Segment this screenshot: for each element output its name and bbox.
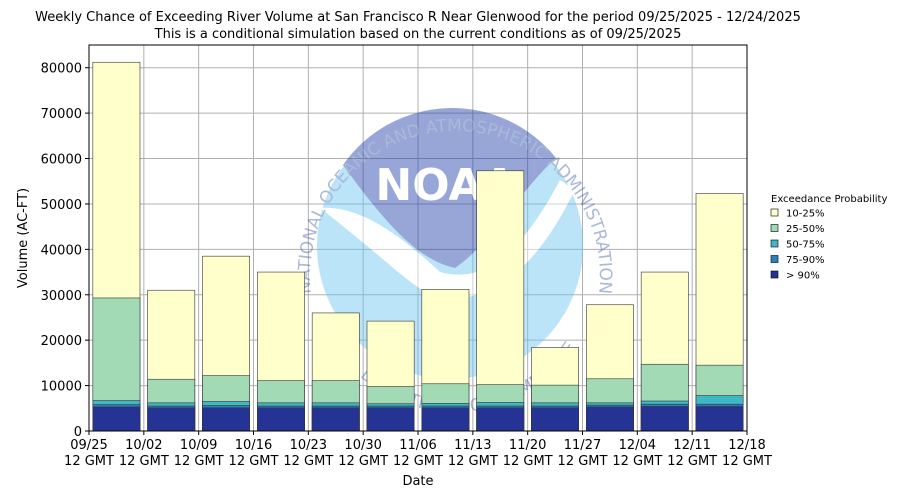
x-tick-label-date: 10/09 xyxy=(180,438,217,453)
y-tick-label: 30000 xyxy=(41,289,82,304)
legend-swatch xyxy=(770,224,779,232)
legend-entry: 75-90% xyxy=(786,255,825,266)
bar-90 xyxy=(421,407,470,432)
legend-title: Exceedance Probability xyxy=(771,194,887,205)
bar-90 xyxy=(202,407,250,432)
x-tick-label-time: 12 GMT xyxy=(448,454,498,469)
x-tick-label-date: 11/20 xyxy=(509,438,546,453)
y-tick-label: 50000 xyxy=(41,198,82,213)
x-tick-label-time: 12 GMT xyxy=(119,454,169,469)
plot-frame xyxy=(88,44,748,432)
x-tick-label-date: 10/23 xyxy=(290,438,327,453)
y-tick-label: 80000 xyxy=(41,62,82,77)
x-axis-label: Date xyxy=(402,474,433,489)
legend: Exceedance Probability 10-25% 25-50% 50-75… xyxy=(770,194,887,282)
x-tick-label-time: 12 GMT xyxy=(338,454,388,469)
x-tick-label-date: 11/27 xyxy=(564,438,601,453)
x-tick-label-time: 12 GMT xyxy=(64,454,114,469)
chart-subtitle: This is a conditional simulation based o… xyxy=(154,27,682,42)
legend-entry: > 90% xyxy=(786,271,820,282)
x-tick-label-time: 12 GMT xyxy=(174,454,224,469)
legend-entry: 25-50% xyxy=(786,224,825,235)
bar-90 xyxy=(695,406,744,432)
legend-entry: 10-25% xyxy=(786,209,825,220)
bar-90 xyxy=(476,407,525,432)
bar-90 xyxy=(586,406,634,432)
x-tick-label-time: 12 GMT xyxy=(393,454,443,469)
x-tick-label-date: 09/25 xyxy=(70,438,107,453)
legend-swatch xyxy=(770,208,779,217)
legend-swatch xyxy=(770,270,779,279)
chart-title: Weekly Chance of Exceeding River Volume … xyxy=(35,10,801,25)
x-tick-label-date: 12/04 xyxy=(619,438,656,453)
x-tick-label-date: 11/06 xyxy=(399,438,436,453)
bar-90 xyxy=(92,406,141,432)
bar-90 xyxy=(311,407,360,432)
x-tick-label-date: 10/16 xyxy=(235,438,272,453)
bar-90 xyxy=(147,407,196,432)
x-tick-label-date: 11/13 xyxy=(454,438,491,453)
y-tick-label: 60000 xyxy=(41,153,82,168)
noaa-logo-sky xyxy=(343,108,556,269)
x-tick-label-time: 12 GMT xyxy=(612,454,662,469)
y-tick-label: 70000 xyxy=(41,107,82,122)
legend-entry: 50-75% xyxy=(786,240,825,251)
x-tick-label-time: 12 GMT xyxy=(229,454,279,469)
x-tick-label-date: 10/30 xyxy=(344,438,381,453)
y-tick-label: 0 xyxy=(74,425,82,440)
bar-90 xyxy=(640,406,689,432)
x-tick-label-time: 12 GMT xyxy=(283,454,333,469)
bar-90 xyxy=(366,407,415,432)
legend-swatch xyxy=(770,239,779,248)
y-tick-label: 10000 xyxy=(41,380,82,395)
x-tick-label-time: 12 GMT xyxy=(503,454,553,469)
y-axis-label: Volume (AC-FT) xyxy=(16,188,31,288)
x-tick-label-time: 12 GMT xyxy=(722,454,772,469)
x-tick-label-date: 10/02 xyxy=(125,438,162,453)
y-axis-ticks: 0 10000 20000 30000 40000 50000 60000 70000 8000… xyxy=(41,62,89,440)
legend-swatch xyxy=(770,255,779,263)
bar-90 xyxy=(531,407,579,432)
x-tick-label-time: 12 GMT xyxy=(667,454,717,469)
bar-90 xyxy=(257,407,305,432)
x-tick-label-time: 12 GMT xyxy=(558,454,608,469)
bar-stacks xyxy=(92,61,744,432)
x-tick-label-date: 12/18 xyxy=(728,438,765,453)
x-tick-label-date: 12/11 xyxy=(673,438,710,453)
y-tick-label: 20000 xyxy=(41,334,82,349)
y-tick-label: 40000 xyxy=(41,243,82,258)
